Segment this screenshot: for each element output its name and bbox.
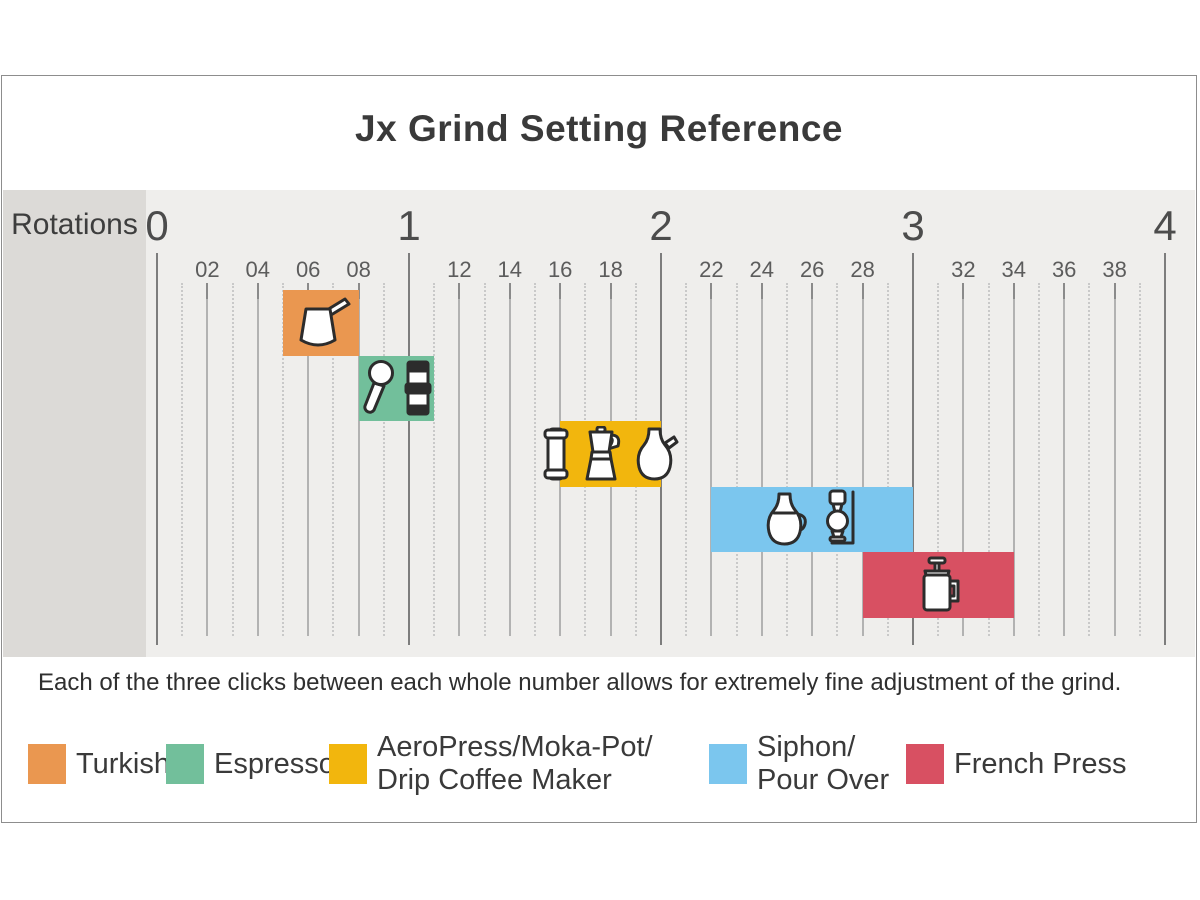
- minor-gridline: [861, 283, 864, 636]
- band-siphon-pour-over: [711, 486, 913, 552]
- major-tick-label: 3: [901, 202, 925, 249]
- minor-gridline-dotted: [685, 283, 688, 636]
- minor-gridline: [811, 283, 814, 636]
- band-french-press: [862, 552, 1014, 618]
- minor-tick-label: 32: [951, 257, 976, 282]
- major-tick-label: 1: [397, 202, 421, 249]
- rotations-panel: Rotations: [3, 190, 146, 657]
- minor-gridline-dotted: [1038, 283, 1040, 636]
- french-press-icon: [916, 556, 960, 614]
- minor-gridline-dotted: [1138, 283, 1141, 636]
- minor-tick-label: 16: [547, 257, 573, 282]
- minor-tick-label: 22: [699, 257, 724, 282]
- minor-gridline-dotted: [231, 283, 234, 636]
- minor-tick-label: 06: [295, 257, 321, 282]
- legend-label-line: Turkish: [76, 747, 170, 780]
- minor-gridline: [1012, 283, 1015, 636]
- minor-gridline-dotted: [282, 283, 284, 636]
- minor-tick-label: 36: [1051, 257, 1077, 282]
- minor-gridline-dotted: [735, 283, 738, 636]
- minor-gridline-dotted: [181, 283, 184, 636]
- major-gridline: [156, 253, 158, 645]
- minor-tick-label: 28: [850, 257, 875, 282]
- portafilter-icon: [360, 359, 395, 417]
- band-espresso: [358, 355, 435, 421]
- major-tick-label: 0: [145, 202, 169, 249]
- minor-gridline-dotted: [786, 283, 788, 636]
- major-gridline: [1164, 253, 1166, 645]
- legend-label-line: AeroPress/Moka-Pot/: [377, 731, 653, 763]
- legend-label: Espresso: [214, 748, 335, 781]
- minor-gridline: [458, 283, 461, 636]
- legend-label: French Press: [954, 748, 1126, 781]
- legend-swatch: [28, 744, 66, 784]
- minor-gridline: [710, 283, 713, 636]
- legend-label-line: Pour Over: [757, 764, 890, 796]
- minor-gridline: [1063, 283, 1066, 636]
- chart-plot: Rotations 0 1 2 3 4 02 04 06 08 12 14 16 18 22 24 26 28 3…: [3, 190, 1195, 657]
- rotations-label: Rotations: [11, 208, 138, 241]
- minor-gridline: [357, 283, 360, 636]
- minor-gridline: [307, 283, 310, 636]
- legend-label-line: Siphon/: [757, 731, 856, 763]
- minor-gridline: [256, 283, 259, 636]
- major-gridline: [408, 253, 410, 645]
- minor-gridline: [962, 283, 965, 636]
- minor-tick-label: 14: [497, 257, 523, 282]
- legend-item-french-press: French Press: [906, 731, 1126, 797]
- minor-gridline-dotted: [483, 283, 486, 636]
- legend-item-turkish: Turkish: [28, 731, 170, 797]
- major-gridline: [912, 253, 914, 645]
- legend-swatch: [329, 744, 367, 784]
- legend-swatch: [906, 744, 944, 784]
- minor-gridline-dotted: [886, 283, 889, 636]
- minor-gridline-dotted: [1088, 283, 1091, 636]
- minor-gridline-dotted: [382, 283, 385, 636]
- minor-gridline-dotted: [534, 283, 536, 636]
- drip-carafe-icon: [632, 426, 680, 482]
- aeropress-icon: [542, 426, 570, 482]
- page-title: Jx Grind Setting Reference: [355, 108, 843, 149]
- legend-label-line: Drip Coffee Maker: [377, 764, 612, 796]
- minor-tick-label: 12: [447, 257, 472, 282]
- minor-tick-label: 38: [1102, 257, 1127, 282]
- major-tick-label: 2: [649, 202, 673, 249]
- minor-gridline-dotted: [836, 283, 839, 636]
- minor-tick-label: 24: [749, 257, 775, 282]
- pour-over-carafe-icon: [764, 491, 810, 547]
- minor-gridline-dotted: [433, 283, 436, 636]
- minor-tick-label: 26: [799, 257, 825, 282]
- siphon-icon: [820, 489, 860, 549]
- band-aeropress-moka-pot-drip-coffee-maker: [543, 421, 679, 487]
- minor-gridline: [1113, 283, 1116, 636]
- espresso-maker-icon: [404, 359, 432, 417]
- minor-tick-label: 04: [245, 257, 271, 282]
- minor-tick-label: 02: [195, 257, 220, 282]
- legend-label: Siphon/Pour Over: [757, 731, 889, 797]
- minor-tick-label: 18: [598, 257, 623, 282]
- legend-item-espresso: Espresso: [166, 731, 335, 797]
- band-turkish: [283, 290, 359, 356]
- minor-gridline-dotted: [937, 283, 940, 636]
- legend-item-siphon: Siphon/Pour Over: [709, 731, 889, 797]
- minor-tick-label: 08: [346, 257, 371, 282]
- cezve-icon: [290, 296, 352, 350]
- legend-item-aeropress-moka-pot: AeroPress/Moka-Pot/Drip Coffee Maker: [329, 731, 653, 797]
- major-tick-label: 4: [1153, 202, 1177, 249]
- legend-label: Turkish: [76, 748, 170, 781]
- minor-gridline: [206, 283, 209, 636]
- minor-gridline-dotted: [332, 283, 335, 636]
- legend-swatch: [709, 744, 747, 784]
- minor-gridline: [508, 283, 511, 636]
- moka-pot-icon: [580, 425, 622, 482]
- note-text: Each of the three clicks between each wh…: [38, 669, 1122, 696]
- minor-gridline: [760, 283, 763, 636]
- legend-swatch: [166, 744, 204, 784]
- minor-tick-label: 34: [1001, 257, 1027, 282]
- legend-label-line: French Press: [954, 747, 1127, 780]
- legend-label: AeroPress/Moka-Pot/Drip Coffee Maker: [377, 731, 653, 797]
- legend-label-line: Espresso: [214, 747, 335, 780]
- minor-gridline-dotted: [987, 283, 990, 636]
